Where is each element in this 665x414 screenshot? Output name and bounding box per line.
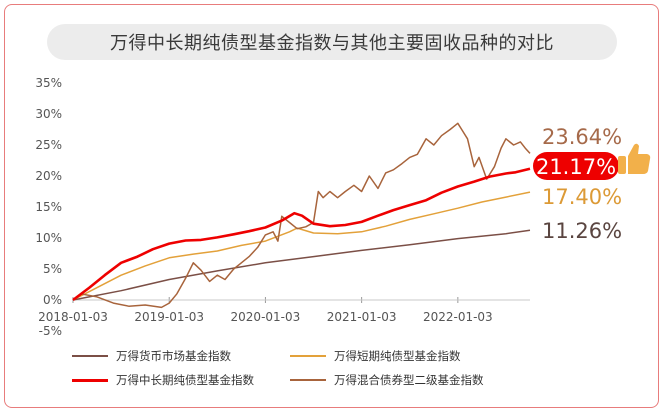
legend-item: 万得货币市场基金指数 <box>72 348 231 364</box>
chart-frame <box>4 4 659 408</box>
x-tick-label: 2019-01-03 <box>134 310 204 324</box>
y-tick-label: 25% <box>35 138 62 152</box>
end-label-short-bond: 17.40% <box>542 185 622 209</box>
series-line-money-market <box>72 229 531 301</box>
y-tick-label: -5% <box>39 324 62 338</box>
chart-title: 万得中长期纯债型基金指数与其他主要固收品种的对比 <box>47 24 617 60</box>
legend-swatch <box>290 355 326 357</box>
legend-item: 万得短期纯债型基金指数 <box>290 348 461 364</box>
x-axis-ticks: 2018-01-03 2019-01-03 2020-01-03 2021-01-03… <box>38 297 493 324</box>
legend-swatch <box>290 379 326 381</box>
thumbs-up-icon <box>618 143 651 174</box>
series-lines <box>72 122 531 309</box>
x-tick-label: 2021-01-03 <box>327 310 397 324</box>
end-label-mid-long-bond: 21.17% <box>536 155 616 179</box>
y-tick-label: 0% <box>43 293 62 307</box>
legend-label: 万得中长期纯债型基金指数 <box>116 373 254 387</box>
y-tick-label: 35% <box>35 76 62 90</box>
y-tick-label: 15% <box>35 200 62 214</box>
series-line-mixed-bond-2 <box>72 122 531 309</box>
legend-item: 万得混合债券型二级基金指数 <box>290 372 484 388</box>
end-label-mixed-bond-2: 23.64% <box>542 125 622 149</box>
legend-item: 万得中长期纯债型基金指数 <box>72 372 254 388</box>
y-tick-label: 30% <box>35 107 62 121</box>
x-tick-label: 2020-01-03 <box>231 310 301 324</box>
legend-label: 万得短期纯债型基金指数 <box>334 349 461 363</box>
end-labels: 23.64% 21.17% 17.40% 11.26% <box>533 125 651 243</box>
x-tick-label: 2022-01-03 <box>423 310 493 324</box>
legend-label: 万得混合债券型二级基金指数 <box>334 373 484 387</box>
y-tick-label: 10% <box>35 231 62 245</box>
y-tick-label: 20% <box>35 169 62 183</box>
legend-swatch <box>72 355 108 357</box>
x-tick-label: 2018-01-03 <box>38 310 108 324</box>
legend-label: 万得货币市场基金指数 <box>116 349 231 363</box>
legend-swatch <box>72 378 108 382</box>
series-line-short-bond <box>72 191 531 301</box>
y-axis-ticks: 35% 30% 25% 20% 15% 10% 5% 0% -5% <box>35 76 62 338</box>
series-line-mid-long-bond <box>72 167 531 302</box>
y-tick-label: 5% <box>43 262 62 276</box>
end-label-badge <box>533 152 619 180</box>
end-label-money-market: 11.26% <box>542 219 622 243</box>
